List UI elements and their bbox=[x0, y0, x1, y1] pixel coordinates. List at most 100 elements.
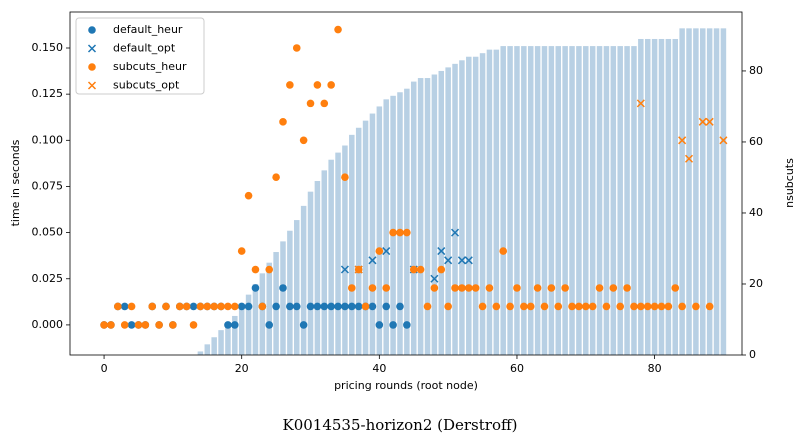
point bbox=[313, 302, 322, 311]
bar bbox=[706, 28, 713, 355]
bar-layer bbox=[197, 28, 727, 356]
point bbox=[237, 302, 246, 311]
point bbox=[403, 321, 411, 329]
point bbox=[637, 302, 645, 311]
bar bbox=[631, 46, 637, 356]
point bbox=[231, 302, 239, 311]
bar bbox=[589, 46, 596, 356]
point bbox=[602, 302, 611, 311]
y2-tick-label: 80 bbox=[749, 64, 763, 77]
point bbox=[217, 302, 225, 311]
point bbox=[348, 284, 356, 292]
point bbox=[692, 302, 700, 311]
point bbox=[251, 265, 260, 274]
point bbox=[568, 302, 576, 311]
point bbox=[595, 284, 604, 292]
point bbox=[403, 228, 411, 237]
bar bbox=[349, 134, 355, 355]
point bbox=[554, 302, 563, 311]
legend-label: subcuts_opt bbox=[113, 79, 180, 92]
bar bbox=[355, 127, 362, 355]
point bbox=[224, 321, 232, 329]
point bbox=[382, 302, 391, 311]
bar bbox=[700, 28, 706, 355]
bar bbox=[197, 351, 204, 355]
bar bbox=[679, 28, 685, 355]
point bbox=[348, 302, 356, 311]
point bbox=[299, 136, 308, 145]
bar bbox=[459, 60, 465, 355]
point bbox=[471, 284, 480, 292]
point bbox=[457, 256, 466, 265]
bar bbox=[658, 38, 665, 356]
point bbox=[334, 25, 342, 34]
point bbox=[444, 302, 452, 311]
point bbox=[499, 247, 508, 255]
point bbox=[224, 302, 232, 311]
y-tick-label: 0.075 bbox=[32, 179, 64, 192]
bar bbox=[651, 38, 658, 356]
bar bbox=[369, 113, 376, 356]
bar bbox=[527, 46, 534, 356]
point bbox=[182, 302, 191, 311]
point bbox=[299, 321, 308, 329]
bar bbox=[541, 46, 548, 356]
bar bbox=[638, 38, 644, 356]
bar bbox=[720, 28, 727, 355]
point bbox=[650, 302, 659, 311]
point bbox=[231, 321, 239, 329]
point bbox=[678, 302, 686, 311]
point bbox=[375, 247, 384, 255]
point bbox=[671, 284, 680, 292]
bar bbox=[596, 46, 603, 356]
point bbox=[203, 302, 212, 311]
point bbox=[286, 302, 294, 311]
bar bbox=[266, 262, 272, 355]
chart-title: K0014535-horizon2 (Derstroff) bbox=[282, 416, 517, 434]
point bbox=[265, 265, 274, 274]
point bbox=[127, 302, 136, 311]
bar bbox=[300, 205, 307, 355]
y-tick-label: 0.025 bbox=[32, 272, 64, 285]
bar bbox=[335, 152, 341, 355]
bar bbox=[294, 220, 300, 355]
bar bbox=[445, 67, 451, 356]
point bbox=[320, 99, 329, 108]
bar bbox=[583, 46, 589, 356]
point bbox=[389, 321, 397, 329]
bar bbox=[424, 78, 431, 355]
point bbox=[169, 321, 177, 329]
point bbox=[292, 44, 301, 52]
point bbox=[286, 81, 294, 89]
point bbox=[107, 321, 115, 329]
point bbox=[451, 284, 459, 292]
point bbox=[430, 284, 439, 292]
point bbox=[327, 302, 335, 311]
point bbox=[354, 265, 363, 274]
point bbox=[451, 228, 460, 237]
y-tick-label: 0.150 bbox=[32, 41, 64, 54]
y-tick-label: 0.125 bbox=[32, 87, 64, 100]
y-tick-label: 0.050 bbox=[32, 226, 64, 239]
point bbox=[382, 247, 391, 256]
bar bbox=[521, 46, 527, 356]
point bbox=[361, 302, 370, 311]
bar bbox=[624, 46, 630, 356]
bar bbox=[252, 283, 259, 355]
bar bbox=[280, 241, 286, 355]
point bbox=[409, 265, 418, 274]
x-tick-label: 0 bbox=[101, 362, 108, 375]
bar bbox=[390, 95, 396, 355]
point bbox=[464, 256, 473, 265]
point bbox=[279, 284, 287, 292]
point bbox=[581, 302, 590, 311]
point bbox=[520, 302, 528, 311]
point bbox=[513, 284, 521, 292]
bar bbox=[397, 92, 403, 356]
point bbox=[354, 302, 363, 311]
bar bbox=[479, 53, 486, 355]
bar bbox=[569, 46, 575, 356]
bar bbox=[211, 337, 217, 355]
point bbox=[464, 284, 473, 292]
